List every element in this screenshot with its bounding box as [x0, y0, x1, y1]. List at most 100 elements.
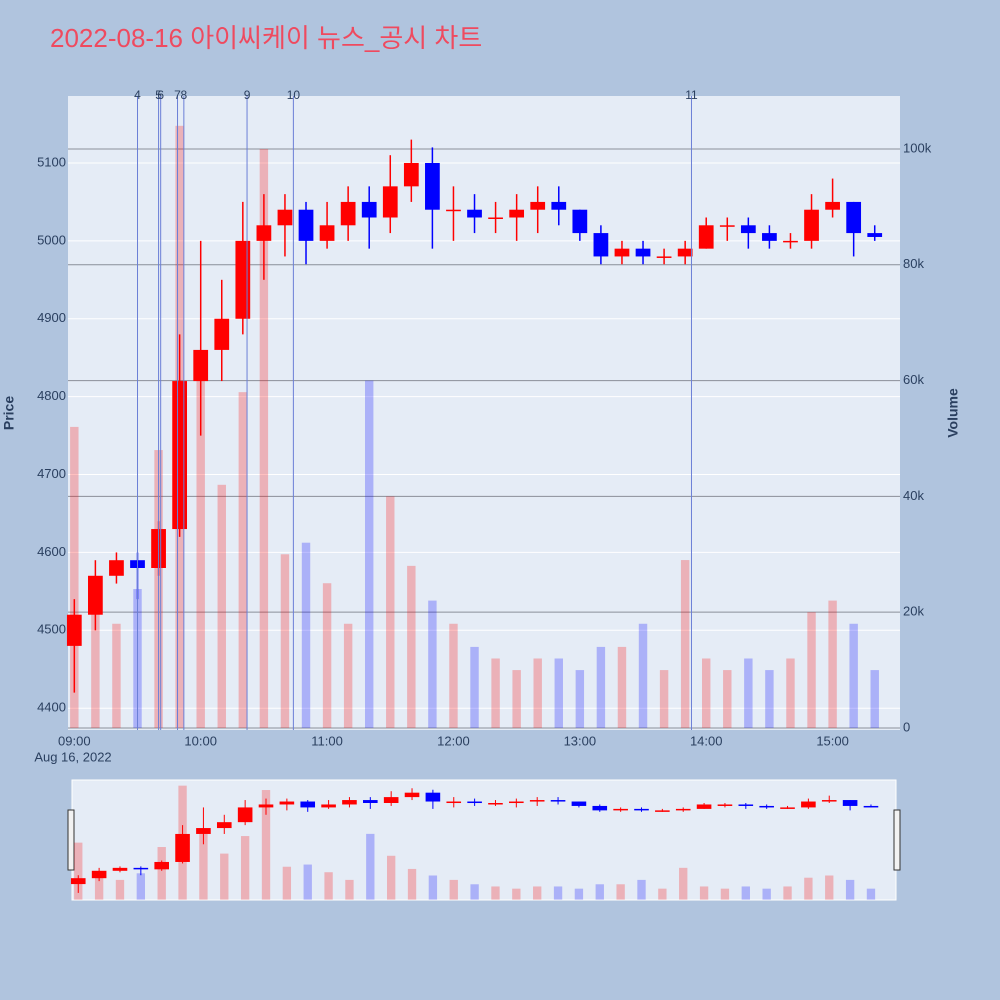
candle-body — [696, 804, 712, 809]
candle-body — [404, 792, 420, 798]
volume-bar — [595, 884, 604, 900]
volume-bar — [574, 888, 584, 900]
volume-bar — [343, 623, 353, 728]
news-marker-label: 11 — [685, 88, 698, 102]
x-tick-label: 10:00 — [184, 733, 217, 748]
volume-bar — [282, 866, 292, 900]
y2-axis-title: Volume — [945, 388, 961, 438]
volume-bar — [658, 888, 667, 900]
news-marker-label: 10 — [287, 88, 301, 102]
volume-bar — [744, 658, 753, 728]
volume-bar — [115, 879, 125, 900]
candle-body — [66, 614, 82, 646]
x-tick-label: 09:00 — [58, 733, 91, 748]
candle-body — [70, 878, 86, 885]
candle-body — [319, 225, 335, 241]
volume-bar — [866, 888, 876, 900]
y-tick-label: 4600 — [37, 544, 66, 559]
volume-bar — [702, 658, 711, 728]
candle-body — [425, 792, 441, 802]
candle-body — [656, 256, 672, 258]
candle-body — [863, 805, 879, 808]
y-tick-label: 4800 — [37, 388, 66, 403]
volume-bar — [659, 670, 669, 728]
range-handle-right[interactable] — [893, 809, 901, 871]
y2-tick-label: 80k — [903, 256, 924, 271]
candle-body — [383, 797, 399, 803]
y-tick-label: 4900 — [37, 310, 66, 325]
volume-bar — [470, 884, 479, 900]
candle-body — [801, 801, 816, 808]
y-tick-label: 4700 — [37, 466, 66, 481]
volume-bar — [301, 542, 311, 728]
candle-body — [762, 233, 777, 241]
candle-body — [363, 800, 378, 803]
candle-body — [196, 828, 211, 834]
candle-body — [634, 808, 649, 811]
volume-bar — [783, 886, 792, 900]
candle-body — [446, 209, 461, 212]
y2-tick-label: 40k — [903, 488, 924, 503]
candle-body — [109, 560, 124, 576]
volume-bar — [322, 583, 332, 728]
volume-bar — [196, 380, 205, 728]
volume-bar — [828, 600, 837, 728]
volume-bar — [741, 886, 750, 900]
candle-body — [133, 867, 149, 870]
x-tick-label: 12:00 — [437, 733, 470, 748]
volume-bar — [220, 853, 229, 900]
candle-body — [235, 240, 251, 319]
volume-bar — [136, 873, 146, 900]
y2-tick-label: 100k — [903, 140, 932, 155]
x-tick-label: 13:00 — [564, 733, 597, 748]
candle-body — [571, 801, 587, 806]
volume-bar — [366, 833, 375, 900]
candle-body — [467, 209, 482, 218]
volume-bar — [845, 879, 855, 900]
volume-bar — [807, 612, 816, 728]
volume-bar — [428, 600, 437, 728]
candle-body — [154, 861, 170, 870]
volume-bar — [533, 658, 542, 728]
volume-bar — [720, 888, 730, 900]
candle-body — [237, 807, 253, 823]
candle-body — [279, 801, 295, 805]
candle-body — [488, 217, 503, 220]
volume-bar — [449, 623, 458, 728]
news-marker-label: 7 — [174, 88, 181, 102]
volume-bar — [386, 496, 395, 728]
volume-bar — [364, 380, 374, 728]
volume-bar — [638, 623, 648, 728]
candle-body — [193, 349, 209, 382]
volume-bar — [199, 833, 208, 900]
candle-body — [635, 248, 651, 257]
chart-title: 2022-08-16 아이씨케이 뉴스_공시 차트 — [50, 23, 482, 53]
candle-body — [361, 201, 377, 218]
candle-body — [780, 807, 795, 809]
volume-bar — [74, 842, 83, 900]
candle-body — [738, 804, 754, 806]
candle-body — [321, 804, 336, 808]
volume-bar — [91, 600, 100, 728]
candle-body — [551, 201, 567, 210]
volume-bar — [280, 554, 290, 728]
volume-bar — [386, 855, 396, 900]
x-tick-label: 11:00 — [311, 733, 343, 748]
candle-body — [550, 800, 566, 802]
volume-bar — [553, 886, 563, 900]
y-tick-label: 4500 — [37, 622, 66, 637]
x-tick-label: 14:00 — [690, 733, 723, 748]
volume-bar — [804, 877, 813, 900]
volume-bar — [407, 565, 416, 728]
news-marker-label: 5 — [155, 88, 162, 102]
volume-bar — [765, 670, 774, 728]
candle-body — [821, 800, 837, 802]
candle-body — [175, 833, 190, 862]
volume-bar — [849, 623, 858, 728]
range-handle-left[interactable] — [67, 809, 75, 871]
range-slider[interactable] — [71, 779, 897, 901]
volume-bar — [94, 875, 104, 900]
volume-bar — [617, 646, 627, 728]
candle-body — [216, 822, 232, 829]
